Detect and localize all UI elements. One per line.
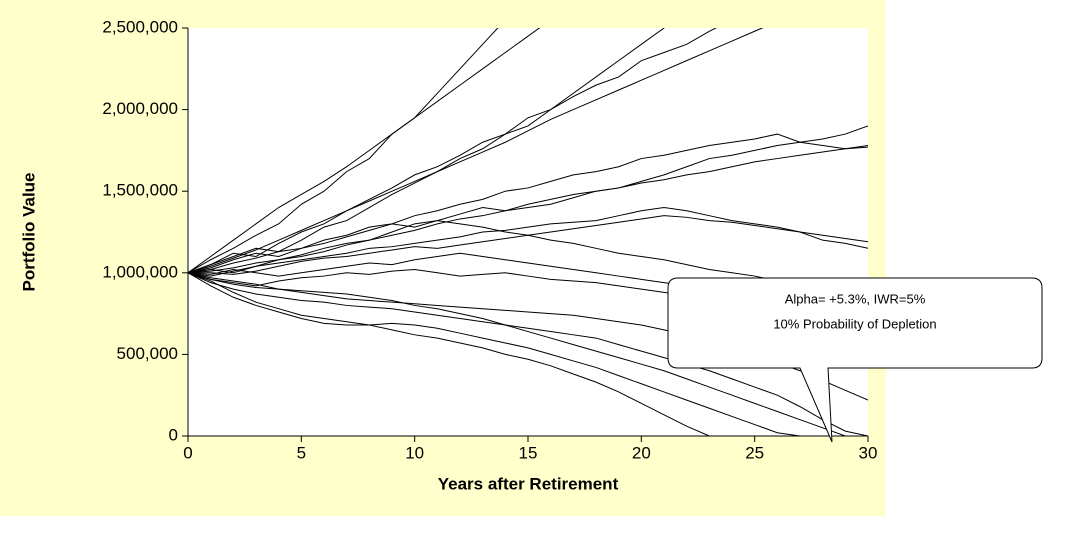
x-tick-label: 30 xyxy=(859,443,878,462)
series-line xyxy=(188,28,665,274)
x-axis-label: Years after Retirement xyxy=(438,474,619,493)
series-line xyxy=(188,28,499,274)
series-line xyxy=(188,272,868,436)
y-tick-label: 1,000,000 xyxy=(102,262,178,281)
series-line xyxy=(188,28,541,274)
x-tick-label: 25 xyxy=(745,443,764,462)
annotation: 10% Probability of Depletion xyxy=(773,316,936,331)
y-tick-label: 0 xyxy=(169,425,178,444)
series-line xyxy=(188,272,868,436)
callout xyxy=(667,277,1043,443)
x-tick-label: 0 xyxy=(183,443,192,462)
series-line xyxy=(188,272,868,436)
paths xyxy=(188,28,868,436)
series-line xyxy=(188,28,764,274)
x-tick-label: 10 xyxy=(405,443,424,462)
series-line xyxy=(188,272,868,436)
annotation: Alpha= +5.3%, IWR=5% xyxy=(785,291,926,306)
x-tick-label: 5 xyxy=(297,443,306,462)
x-tick-label: 20 xyxy=(632,443,651,462)
series-line xyxy=(188,207,868,277)
series-line xyxy=(188,146,868,274)
y-axis-label: Portfolio Value xyxy=(19,172,38,291)
y-tick-label: 500,000 xyxy=(117,344,178,363)
series-line xyxy=(188,28,717,274)
x-tick-label: 15 xyxy=(519,443,538,462)
y-tick-label: 2,000,000 xyxy=(102,99,178,118)
y-tick-label: 2,500,000 xyxy=(102,17,178,36)
y-tick-label: 1,500,000 xyxy=(102,181,178,200)
series-line xyxy=(188,215,868,275)
plot-area xyxy=(188,28,868,436)
series-line xyxy=(188,125,868,274)
